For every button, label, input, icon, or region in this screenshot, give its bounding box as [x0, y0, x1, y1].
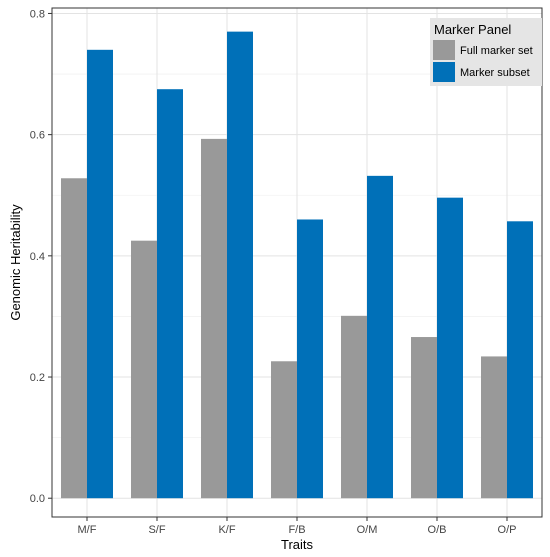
axis-layer: 0.0 0.2 0.4 0.6 0.8 M/F S/F K/F F/B O/M O/B O/P	[30, 8, 517, 536]
bar-full-marker-set	[131, 240, 157, 499]
x-tick-label: F/B	[288, 524, 305, 536]
y-tick-label: 0.2	[30, 372, 45, 384]
x-tick-label: O/B	[428, 524, 447, 536]
bar-marker-subset	[437, 197, 463, 499]
bars-layer	[61, 31, 533, 499]
y-tick-label: 0.0	[30, 493, 45, 505]
bar-full-marker-set	[411, 337, 437, 499]
y-tick-label: 0.4	[30, 251, 45, 263]
legend-title: Marker Panel	[434, 22, 511, 37]
x-tick-label: K/F	[218, 524, 235, 536]
y-tick-label: 0.8	[30, 8, 45, 20]
legend: Marker Panel Full marker set Marker subse…	[430, 18, 542, 86]
bar-marker-subset	[297, 219, 323, 499]
bar-marker-subset	[157, 89, 183, 499]
y-axis-title: Genomic Heritability	[8, 204, 23, 321]
legend-label-full-marker-set: Full marker set	[460, 45, 533, 57]
legend-label-marker-subset: Marker subset	[460, 67, 530, 79]
bar-marker-subset	[227, 31, 253, 499]
bar-full-marker-set	[481, 356, 507, 499]
x-tick-label: M/F	[78, 524, 97, 536]
x-tick-label: S/F	[148, 524, 165, 536]
x-tick-label: O/M	[357, 524, 378, 536]
bar-full-marker-set	[61, 178, 87, 499]
bar-full-marker-set	[271, 361, 297, 499]
bar-marker-subset	[87, 49, 113, 499]
legend-key-marker-subset	[433, 62, 455, 82]
bar-full-marker-set	[201, 138, 227, 499]
bar-marker-subset	[507, 221, 533, 499]
bar-marker-subset	[367, 175, 393, 499]
y-tick-label: 0.6	[30, 130, 45, 142]
x-axis-title: Traits	[281, 537, 314, 552]
bar-full-marker-set	[341, 315, 367, 499]
x-tick-label: O/P	[498, 524, 517, 536]
legend-key-full-marker-set	[433, 40, 455, 60]
